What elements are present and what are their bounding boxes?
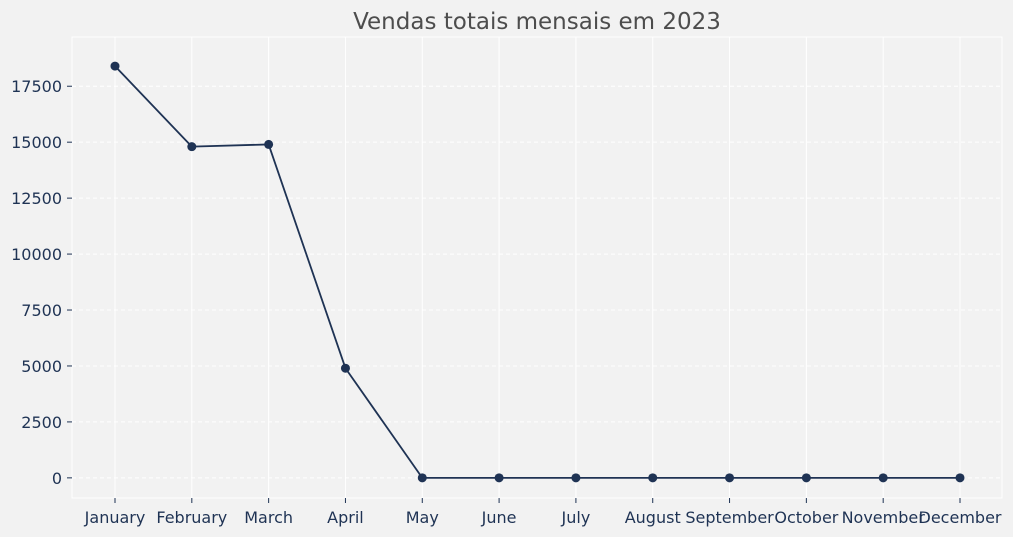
y-tick-label: 5000 xyxy=(21,357,62,376)
plot-frame xyxy=(71,36,1003,499)
x-tick-label: November xyxy=(842,508,926,527)
x-tick-label: April xyxy=(327,508,364,527)
y-tick-label: 17500 xyxy=(11,77,62,96)
series-layer xyxy=(110,61,965,483)
data-point-january xyxy=(110,61,120,71)
y-tick-label: 0 xyxy=(52,469,62,488)
data-point-november xyxy=(878,473,888,483)
data-point-april xyxy=(340,363,350,373)
data-point-september xyxy=(725,473,735,483)
data-point-august xyxy=(648,473,658,483)
x-tick-label: December xyxy=(919,508,1002,527)
x-tick-label: March xyxy=(244,508,293,527)
y-tick-label: 10000 xyxy=(11,245,62,264)
data-point-july xyxy=(571,473,581,483)
x-tick-label: August xyxy=(625,508,681,527)
x-tick-label: January xyxy=(84,508,146,527)
series-line xyxy=(114,65,960,479)
x-tick-label: September xyxy=(685,508,774,527)
data-point-march xyxy=(264,139,274,149)
data-point-october xyxy=(801,473,811,483)
data-point-may xyxy=(417,473,427,483)
chart-title: Vendas totais mensais em 2023 xyxy=(353,9,721,35)
y-tick-label: 15000 xyxy=(11,133,62,152)
y-tick-label: 12500 xyxy=(11,189,62,208)
x-tick-label: October xyxy=(774,508,838,527)
x-tick-label: May xyxy=(406,508,439,527)
y-tick-label: 7500 xyxy=(21,301,62,320)
data-point-february xyxy=(187,142,197,152)
x-tick-label: June xyxy=(481,508,517,527)
data-point-december xyxy=(955,473,965,483)
axes: January February March April May June July Augu… xyxy=(11,77,1002,527)
data-point-june xyxy=(494,473,504,483)
y-tick-label: 2500 xyxy=(21,413,62,432)
x-tick-label: July xyxy=(561,508,591,527)
x-tick-label: February xyxy=(156,508,227,527)
